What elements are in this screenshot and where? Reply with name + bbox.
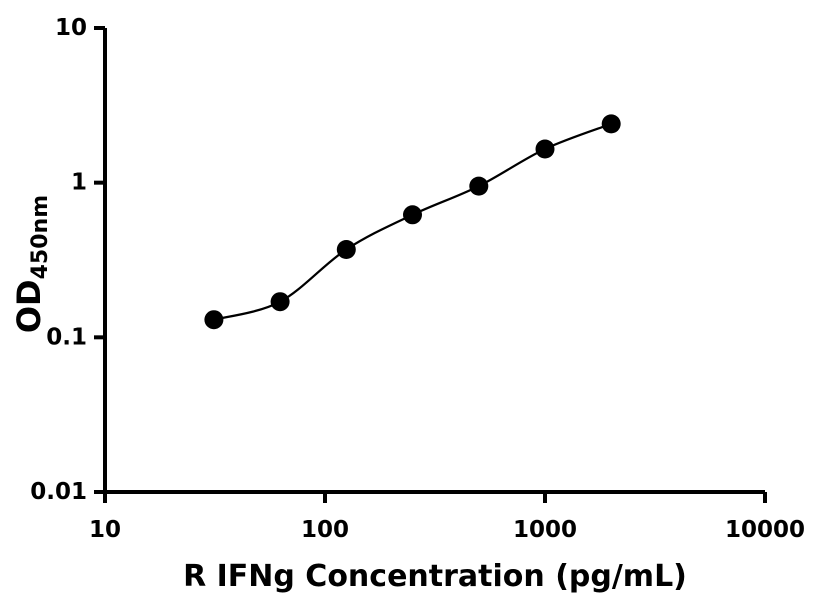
x-tick-label: 100 (301, 517, 349, 543)
y-tick-label: 0.01 (30, 479, 87, 505)
y-tick-label: 0.1 (46, 324, 87, 350)
axis-spines (103, 28, 765, 494)
data-point-marker (535, 139, 555, 159)
y-axis-title: OD450nm (10, 195, 53, 333)
data-point-marker (403, 205, 422, 225)
x-tick-label: 10 (89, 517, 121, 543)
data-point-marker (601, 114, 621, 134)
plot-area: 10 100 1000 10000 0.01 0.1 1 10 (30, 15, 805, 543)
data-point-marker (469, 176, 489, 196)
data-point-marker (270, 292, 290, 312)
x-tick-label: 1000 (513, 517, 577, 543)
data-point-marker (336, 240, 356, 259)
y-axis-title-subscript: 450nm (28, 195, 53, 280)
y-tick-label: 1 (71, 170, 87, 196)
x-tick-label: 10000 (725, 517, 805, 543)
data-point-marker (204, 310, 224, 330)
y-tick-label: 10 (55, 15, 87, 41)
y-axis-title-main: OD (10, 279, 48, 333)
x-axis-title: R IFNg Concentration (pg/mL) (183, 559, 687, 594)
